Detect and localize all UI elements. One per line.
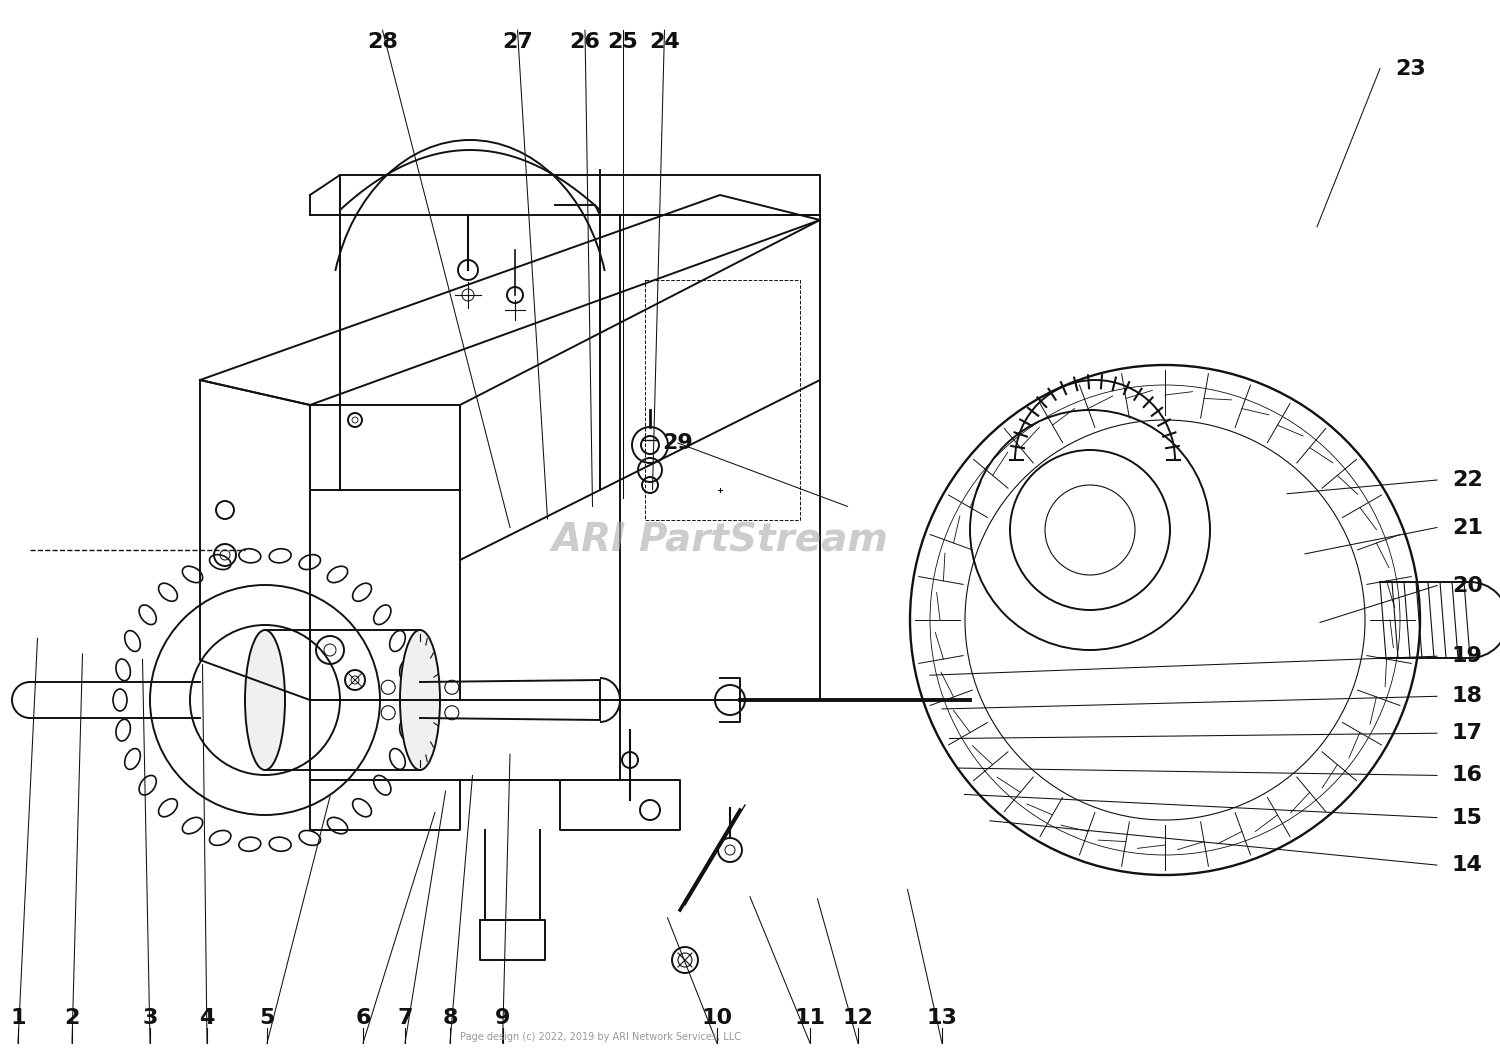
Text: 14: 14 <box>1452 856 1484 875</box>
Text: 17: 17 <box>1452 724 1484 743</box>
Text: 29: 29 <box>663 434 693 453</box>
Text: 8: 8 <box>442 1009 458 1028</box>
Text: 9: 9 <box>495 1009 510 1028</box>
Text: 20: 20 <box>1452 576 1484 595</box>
Text: 5: 5 <box>260 1009 274 1028</box>
Ellipse shape <box>400 630 439 770</box>
Text: 12: 12 <box>843 1009 873 1028</box>
Text: Page design (c) 2022, 2019 by ARI Network Services, LLC: Page design (c) 2022, 2019 by ARI Networ… <box>459 1032 741 1042</box>
Text: 24: 24 <box>650 33 680 52</box>
Text: 7: 7 <box>398 1009 412 1028</box>
Text: 4: 4 <box>200 1009 214 1028</box>
Text: 2: 2 <box>64 1009 80 1028</box>
Text: 22: 22 <box>1452 471 1482 490</box>
Text: 16: 16 <box>1452 766 1484 785</box>
Text: 6: 6 <box>356 1009 370 1028</box>
Text: 10: 10 <box>702 1009 732 1028</box>
Text: 13: 13 <box>927 1009 957 1028</box>
Text: 15: 15 <box>1452 808 1484 827</box>
Text: ARI PartStream: ARI PartStream <box>552 521 888 559</box>
Text: 26: 26 <box>570 33 600 52</box>
Text: 21: 21 <box>1452 518 1484 537</box>
Text: 1: 1 <box>10 1009 26 1028</box>
Text: 3: 3 <box>142 1009 158 1028</box>
Text: 23: 23 <box>1395 59 1425 78</box>
Text: 25: 25 <box>608 33 638 52</box>
Ellipse shape <box>244 630 285 770</box>
Text: 11: 11 <box>795 1009 825 1028</box>
Text: 28: 28 <box>368 33 398 52</box>
Text: 18: 18 <box>1452 687 1484 706</box>
Text: 27: 27 <box>503 33 532 52</box>
Text: 19: 19 <box>1452 647 1484 666</box>
